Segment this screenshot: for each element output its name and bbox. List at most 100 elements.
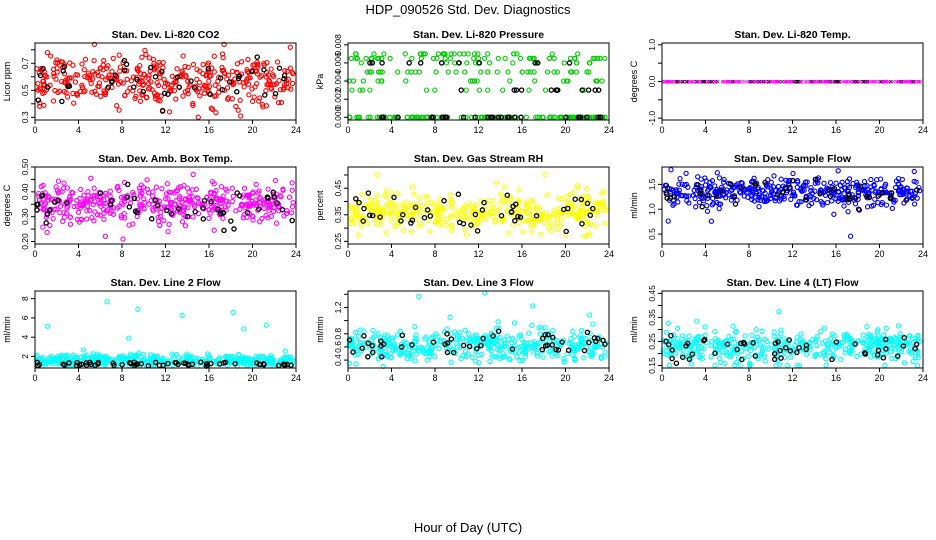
data-point — [381, 205, 387, 211]
data-point — [771, 333, 777, 340]
data-point — [532, 60, 538, 66]
data-point: × — [870, 78, 875, 87]
data-point: × — [738, 78, 743, 87]
data-point — [265, 215, 271, 221]
data-point — [798, 199, 804, 205]
data-point — [778, 176, 784, 182]
data-point — [201, 83, 208, 89]
data-point — [442, 55, 448, 62]
data-point — [228, 218, 234, 224]
data-point — [699, 204, 705, 210]
data-point — [790, 189, 797, 195]
data-point — [87, 77, 93, 83]
data-point — [261, 67, 267, 73]
data-point — [379, 114, 385, 121]
data-point — [664, 185, 671, 191]
data-point — [143, 95, 150, 101]
data-point — [917, 188, 923, 194]
data-point — [96, 80, 103, 86]
data-point — [131, 84, 137, 90]
data-point — [44, 211, 51, 217]
data-point — [459, 206, 466, 212]
data-point — [702, 182, 709, 188]
x-tick-label: 12 — [160, 249, 170, 259]
data-point: × — [900, 78, 905, 87]
data-point — [724, 187, 730, 193]
data-point — [879, 199, 885, 206]
panel-points — [34, 41, 296, 120]
data-point: × — [686, 78, 691, 87]
data-point — [179, 199, 185, 205]
data-point: × — [799, 78, 804, 87]
data-point — [236, 351, 242, 358]
data-point — [390, 347, 397, 353]
data-point — [531, 222, 537, 228]
data-point — [697, 193, 703, 199]
data-point — [211, 69, 217, 75]
data-point — [190, 171, 196, 178]
data-point: × — [891, 78, 896, 87]
data-point — [263, 88, 269, 94]
data-point — [864, 323, 870, 330]
data-point — [517, 343, 524, 350]
data-point — [715, 337, 721, 344]
data-point — [529, 197, 536, 204]
data-point — [731, 336, 737, 342]
data-point — [547, 220, 553, 226]
data-point — [91, 192, 97, 199]
data-point: × — [665, 78, 670, 87]
data-point: × — [915, 78, 920, 87]
x-tick-label: 8 — [432, 249, 437, 259]
data-point — [209, 106, 216, 112]
data-point — [583, 335, 589, 342]
x-tick-label: 20 — [874, 373, 884, 383]
data-point: × — [707, 78, 712, 87]
data-point: × — [822, 78, 827, 87]
data-point: × — [675, 78, 680, 87]
data-point — [798, 185, 804, 191]
data-point — [353, 361, 359, 367]
data-point — [904, 339, 911, 346]
data-point — [260, 104, 266, 110]
data-point: × — [871, 78, 876, 87]
data-point — [747, 361, 753, 367]
data-point — [814, 334, 820, 340]
data-point: × — [899, 78, 904, 87]
data-point — [288, 86, 294, 92]
data-point — [350, 349, 356, 355]
data-point — [557, 223, 564, 229]
panel-3: Stan. Dev. Li-820 Temp.degrees C × ×× ×× ×× ×… — [629, 29, 928, 135]
data-point — [692, 336, 698, 343]
data-point — [209, 178, 216, 185]
data-point — [854, 353, 860, 360]
data-point — [70, 352, 77, 358]
data-point — [594, 55, 601, 62]
data-point — [53, 76, 59, 82]
data-point — [846, 335, 852, 342]
data-point — [185, 205, 191, 211]
data-point — [364, 69, 370, 75]
data-point — [357, 87, 363, 93]
data-point — [139, 54, 145, 60]
data-point — [128, 78, 135, 84]
data-point — [708, 343, 714, 349]
data-point — [716, 205, 722, 212]
data-point — [575, 341, 582, 348]
data-point — [738, 179, 744, 186]
data-point — [444, 217, 450, 223]
data-point — [352, 329, 359, 335]
data-point — [395, 69, 401, 75]
x-tick-label: 24 — [918, 373, 928, 383]
data-point — [835, 168, 841, 174]
x-tick-label: 12 — [787, 125, 797, 135]
data-point — [869, 203, 875, 209]
data-point: × — [759, 78, 764, 87]
data-point: × — [854, 78, 859, 87]
data-point — [548, 87, 555, 93]
data-point: × — [884, 78, 889, 87]
data-point — [774, 191, 781, 198]
data-point — [285, 354, 291, 360]
data-point — [903, 197, 909, 203]
